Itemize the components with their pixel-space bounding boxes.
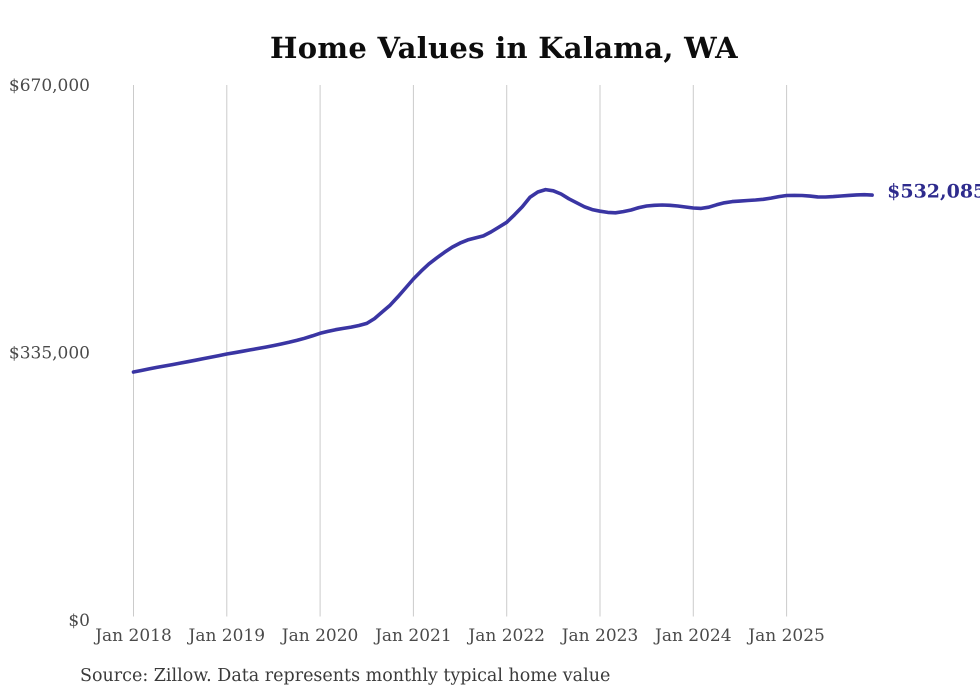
y-axis-tick-labels: $0 $335,000 $670,000 xyxy=(9,76,90,631)
x-tick-label: Jan 2018 xyxy=(93,626,172,646)
y-tick-label: $0 xyxy=(68,611,90,631)
x-tick-label: Jan 2021 xyxy=(373,626,452,646)
x-axis-tick-labels: Jan 2018 Jan 2019 Jan 2020 Jan 2021 Jan 2022… xyxy=(93,626,825,646)
home-value-line-series xyxy=(131,187,874,374)
x-tick-label: Jan 2022 xyxy=(466,626,545,646)
y-tick-label: $335,000 xyxy=(9,344,90,364)
year-gridlines xyxy=(133,85,788,617)
y-tick-label: $670,000 xyxy=(9,76,90,96)
x-tick-label: Jan 2019 xyxy=(187,626,266,646)
latest-value-label: $532,085 xyxy=(887,181,980,203)
source-note: Source: Zillow. Data represents monthly … xyxy=(80,666,611,686)
x-tick-label: Jan 2024 xyxy=(653,626,732,646)
chart-title: Home Values in Kalama, WA xyxy=(270,31,738,65)
x-tick-label: Jan 2025 xyxy=(746,626,825,646)
x-tick-label: Jan 2023 xyxy=(560,626,639,646)
x-tick-label: Jan 2020 xyxy=(280,626,359,646)
